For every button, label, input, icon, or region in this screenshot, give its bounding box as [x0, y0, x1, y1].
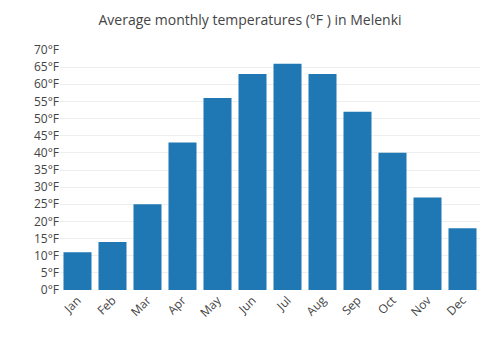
- svg-text:55°F: 55°F: [34, 93, 59, 110]
- svg-text:65°F: 65°F: [34, 58, 59, 75]
- svg-text:May: May: [196, 291, 225, 320]
- svg-text:10°F: 10°F: [34, 247, 59, 264]
- svg-text:Feb: Feb: [93, 292, 119, 318]
- svg-text:Jan: Jan: [60, 292, 85, 317]
- svg-text:45°F: 45°F: [34, 127, 59, 144]
- svg-text:25°F: 25°F: [34, 195, 59, 212]
- svg-text:Dec: Dec: [443, 292, 470, 319]
- svg-text:60°F: 60°F: [34, 75, 59, 92]
- svg-text:Nov: Nov: [407, 292, 435, 320]
- svg-text:0°F: 0°F: [41, 281, 59, 298]
- svg-text:Mar: Mar: [127, 292, 155, 320]
- svg-text:Aug: Aug: [302, 292, 330, 320]
- svg-text:50°F: 50°F: [34, 110, 59, 127]
- svg-text:40°F: 40°F: [34, 144, 59, 161]
- svg-text:70°F: 70°F: [34, 41, 59, 58]
- svg-text:35°F: 35°F: [34, 161, 59, 178]
- svg-text:Oct: Oct: [374, 292, 400, 318]
- svg-text:30°F: 30°F: [34, 178, 59, 195]
- svg-text:20°F: 20°F: [34, 213, 59, 230]
- svg-text:15°F: 15°F: [34, 230, 59, 247]
- svg-text:5°F: 5°F: [41, 264, 59, 281]
- svg-text:Jun: Jun: [234, 292, 259, 317]
- svg-text:Average monthly temperatures (: Average monthly temperatures (°F ) in Me…: [98, 10, 401, 29]
- svg-text:Apr: Apr: [164, 292, 190, 318]
- svg-text:Sep: Sep: [338, 292, 365, 319]
- svg-text:Jul: Jul: [272, 292, 294, 314]
